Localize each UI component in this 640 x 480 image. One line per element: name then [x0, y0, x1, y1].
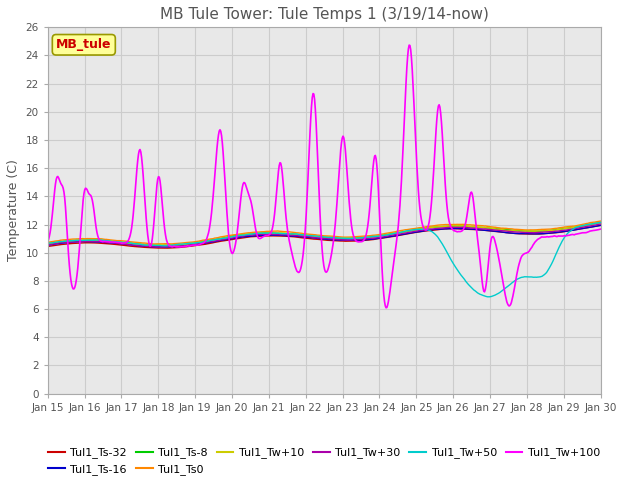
Text: MB_tule: MB_tule: [56, 38, 111, 51]
Title: MB Tule Tower: Tule Temps 1 (3/19/14-now): MB Tule Tower: Tule Temps 1 (3/19/14-now…: [160, 7, 488, 22]
Y-axis label: Temperature (C): Temperature (C): [7, 159, 20, 262]
Legend: Tul1_Ts-32, Tul1_Ts-16, Tul1_Ts-8, Tul1_Ts0, Tul1_Tw+10, Tul1_Tw+30, Tul1_Tw+50,: Tul1_Ts-32, Tul1_Ts-16, Tul1_Ts-8, Tul1_…: [44, 443, 605, 480]
